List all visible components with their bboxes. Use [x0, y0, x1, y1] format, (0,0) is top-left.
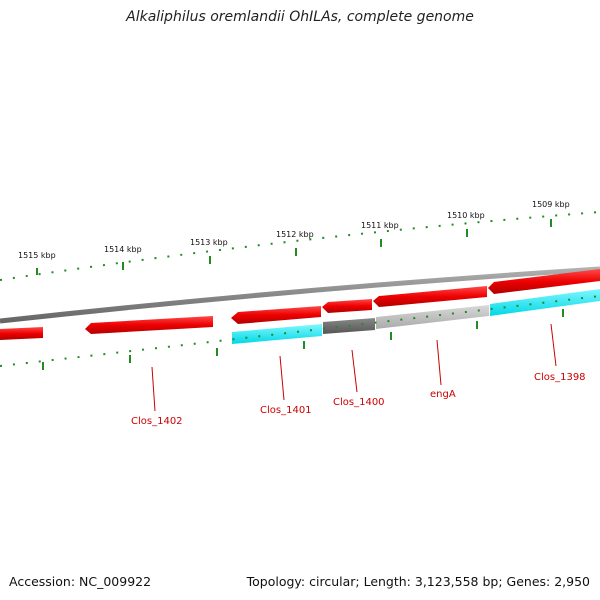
tick-label: 1515 kbp	[18, 251, 56, 260]
gene-label: Clos_1402	[131, 416, 183, 427]
tick-label: 1513 kbp	[190, 238, 228, 247]
gene-label: Clos_1400	[333, 397, 385, 408]
genome-summary: Topology: circular; Length: 3,123,558 bp…	[246, 574, 590, 589]
backbone-ring	[0, 266, 600, 324]
gene-track	[0, 269, 600, 340]
gene-arrow	[322, 299, 372, 313]
tick-label: 1509 kbp	[532, 200, 570, 209]
tick-label: 1511 kbp	[361, 221, 399, 230]
gene-arrow	[488, 269, 600, 294]
lower-tick-ring	[0, 295, 600, 370]
tick-labels: 1515 kbp 1514 kbp 1513 kbp 1512 kbp 1511…	[18, 200, 570, 260]
gene-arrow	[0, 327, 43, 340]
gene-label: engA	[430, 389, 456, 400]
tick-label: 1510 kbp	[447, 211, 485, 220]
gene-label: Clos_1401	[260, 405, 312, 416]
gene-label: Clos_1398	[534, 372, 586, 383]
upper-tick-ring	[0, 211, 600, 281]
gene-arrow	[231, 306, 321, 324]
label-leaders	[151, 323, 557, 412]
accession-text: Accession: NC_009922	[9, 574, 152, 589]
gene-labels: Clos_1402 Clos_1401 Clos_1400 engA Clos_…	[131, 372, 586, 427]
feature-block	[490, 289, 600, 316]
gene-arrow	[85, 316, 213, 334]
feature-block	[376, 305, 489, 329]
map-title: Alkaliphilus oremlandii OhILAs, complete…	[126, 9, 474, 25]
feature-block	[232, 324, 322, 344]
gene-arrow	[373, 286, 487, 307]
tick-label: 1512 kbp	[276, 230, 314, 239]
tick-label: 1514 kbp	[104, 245, 142, 254]
